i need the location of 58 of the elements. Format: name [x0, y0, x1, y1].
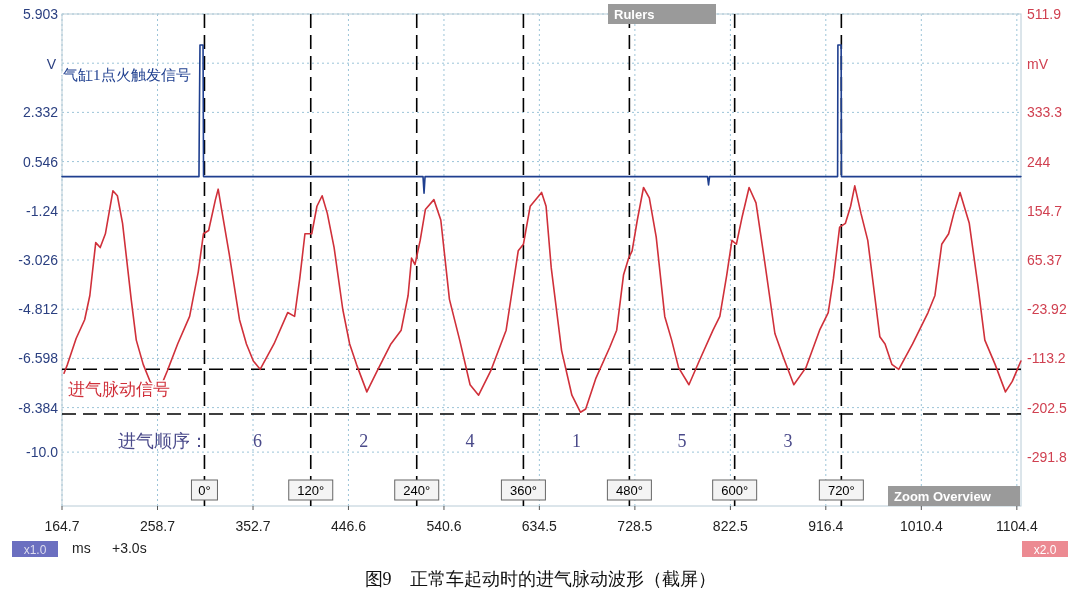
series-label: 进气脉动信号 — [68, 380, 170, 399]
annotation: 720° — [827, 483, 855, 498]
annotation: 4 — [465, 431, 475, 452]
annotation: 6 — [253, 431, 263, 452]
annotation: 3 — [783, 431, 793, 452]
annotation: 2 — [359, 431, 369, 452]
annotation: Rulers — [614, 7, 655, 22]
text: x2.0 — [1033, 543, 1057, 557]
x-tick-label: 258.7 — [139, 518, 176, 534]
x-tick-label: 1104.4 — [995, 518, 1038, 534]
text: x1.0 — [23, 543, 47, 557]
y2-tick-label: 511.9 — [1027, 6, 1062, 22]
y2-axis-title: mV — [1027, 56, 1049, 73]
y-tick-label: -6.598 — [18, 350, 59, 367]
x-tick-label: 634.5 — [521, 518, 558, 534]
x-tick-label: 1010.4 — [899, 518, 943, 534]
y-tick-label: -1.24 — [26, 202, 59, 219]
x-tick-label: 822.5 — [712, 518, 749, 534]
y2-tick-label: 65.37 — [1027, 252, 1063, 269]
series-label: 气缸1点火触发信号 — [63, 67, 191, 83]
annotation: 1 — [571, 431, 581, 452]
y-tick-label: -4.812 — [18, 301, 59, 318]
annotation: 进气顺序： — [118, 431, 209, 452]
annotation: 0° — [198, 483, 211, 498]
panel-zoom: Zoom Overview — [888, 486, 1020, 506]
annotation: 480° — [615, 483, 643, 498]
y2-tick-label: 244 — [1027, 153, 1051, 170]
line-series — [63, 185, 1022, 414]
y-tick-label: 0.546 — [22, 153, 59, 170]
y-axis-title: V — [46, 56, 57, 73]
x-axis-title: ms — [72, 540, 91, 556]
line-series — [61, 44, 1022, 194]
panel-rulers: Rulers — [608, 4, 716, 24]
annotation: 600° — [721, 483, 749, 498]
x-tick-label: 164.7 — [44, 518, 80, 534]
y-tick-label: -3.026 — [18, 251, 59, 268]
y2-tick-label: 333.3 — [1027, 104, 1063, 121]
annotation: 240° — [403, 483, 431, 498]
x-tick-label: 446.6 — [330, 518, 367, 534]
annotation: 5 — [677, 431, 687, 452]
y-tick-label: -10.0 — [26, 444, 59, 461]
text: +3.0s — [112, 540, 147, 556]
annotation: 120° — [297, 483, 325, 498]
caption: 图9 正常车起动时的进气脉动波形（截屏） — [364, 569, 716, 589]
y-tick-label: 5.903 — [22, 6, 59, 22]
x-tick-label: 916.4 — [808, 518, 844, 534]
y-tick-label: -8.384 — [18, 399, 59, 416]
y2-tick-label: 154.7 — [1027, 202, 1063, 219]
x-tick-label: 352.7 — [235, 518, 271, 534]
y-tick-label: 2.332 — [22, 104, 59, 121]
y2-tick-label: -23.92 — [1027, 301, 1067, 318]
annotation: Zoom Overview — [894, 489, 992, 504]
annotation: 360° — [509, 483, 537, 498]
y2-tick-label: -291.8 — [1027, 448, 1067, 465]
x-tick-label: 728.5 — [617, 518, 653, 534]
x-tick-label: 540.6 — [426, 518, 462, 534]
y2-tick-label: -113.2 — [1027, 350, 1066, 367]
y2-tick-label: -202.5 — [1027, 399, 1067, 416]
